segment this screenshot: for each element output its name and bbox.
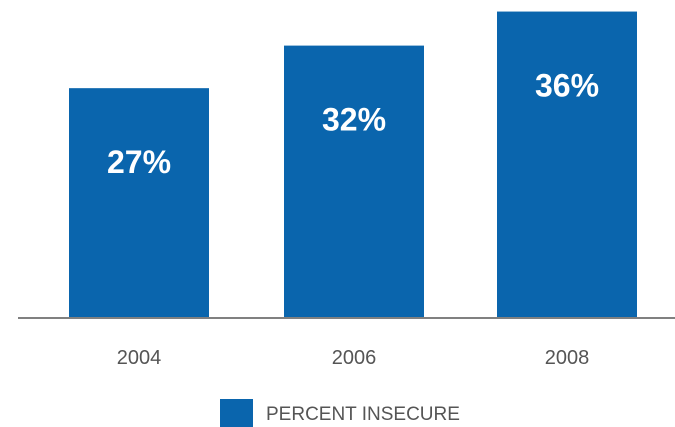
data-labels-group: 27% 32% 36% — [107, 68, 599, 181]
x-tick-labels-group: 2004 2006 2008 — [117, 347, 590, 369]
x-tick-label-2004: 2004 — [117, 347, 162, 369]
legend-label: PERCENT INSECURE — [266, 404, 460, 425]
data-label-2004: 27% — [107, 144, 171, 180]
bar-2004 — [69, 88, 209, 319]
bars-group — [69, 11, 637, 319]
bar-2008 — [497, 11, 637, 319]
x-tick-label-2006: 2006 — [332, 347, 377, 369]
legend-swatch — [220, 399, 253, 427]
data-label-2006: 32% — [322, 102, 386, 138]
bar-2006 — [284, 45, 424, 319]
data-label-2008: 36% — [535, 68, 599, 104]
legend: PERCENT INSECURE — [220, 399, 460, 427]
x-tick-label-2008: 2008 — [545, 347, 590, 369]
